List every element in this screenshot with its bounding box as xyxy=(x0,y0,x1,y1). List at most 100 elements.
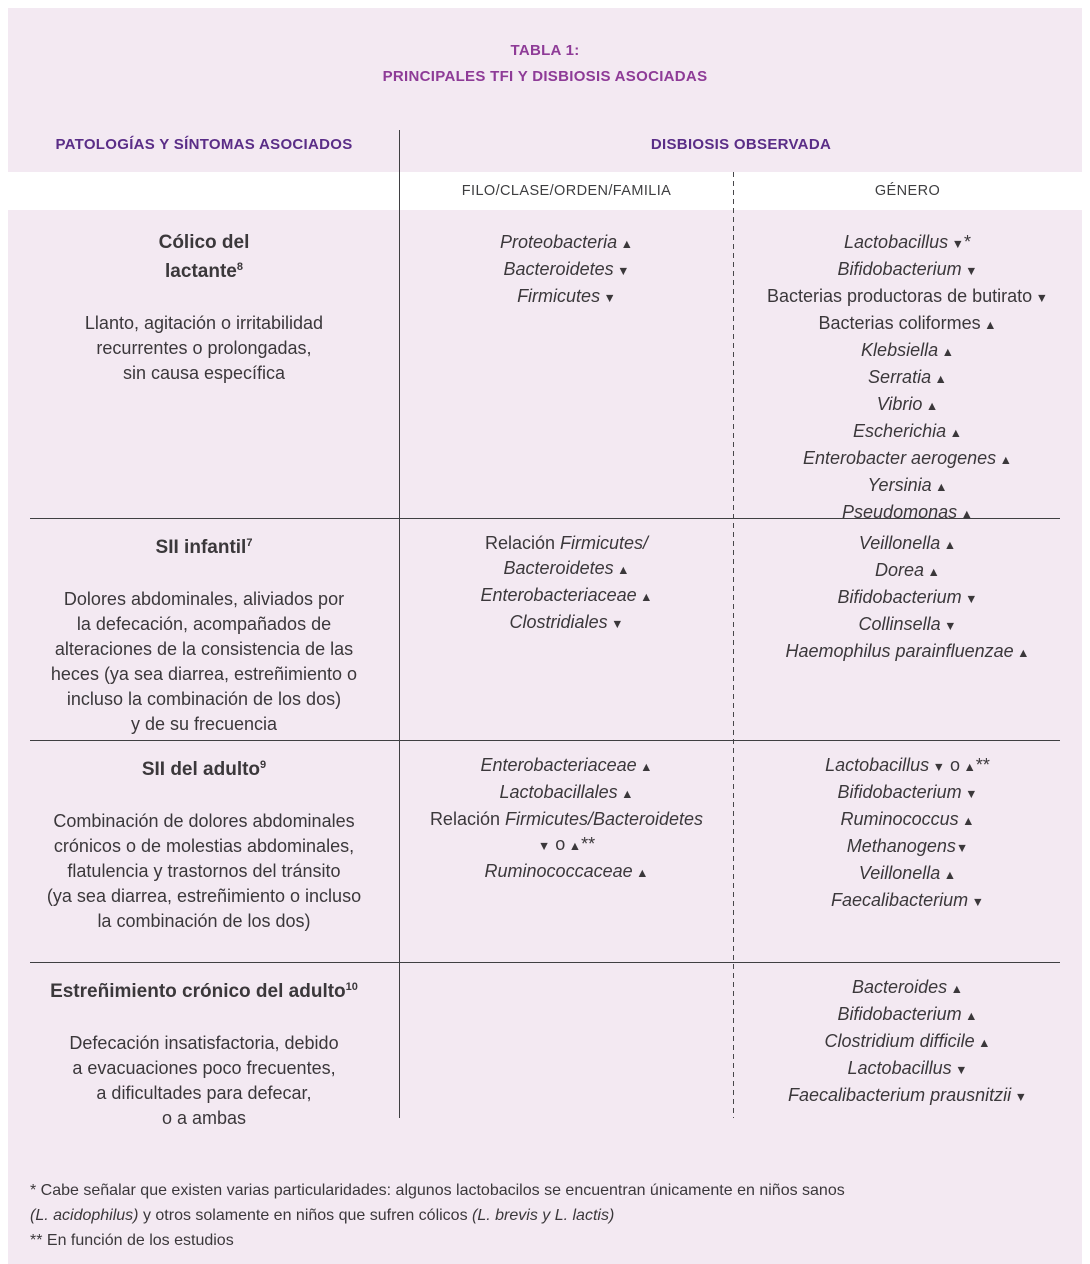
footnote-line: ** En función de los estudios xyxy=(30,1228,1060,1253)
text-segment: Firmicutes/Bacteroidetes xyxy=(504,809,704,829)
text-segment: o xyxy=(550,834,566,854)
taxon-line: Bifidobacterium ▼ xyxy=(743,257,1072,284)
increase-marker-icon: ▲ xyxy=(632,866,649,880)
column-header-pathologies: PATOLOGÍAS Y SÍNTOMAS ASOCIADOS xyxy=(55,136,353,153)
increase-marker-icon: ▲ xyxy=(636,590,653,604)
text-segment: Relación xyxy=(429,809,505,829)
text-segment: Lactobacillus xyxy=(825,755,930,775)
pathology-title: SII del adulto9 xyxy=(18,753,390,782)
taxon-line: Bacteroidetes ▲ xyxy=(410,556,723,583)
decrease-marker-icon: ▼ xyxy=(968,895,984,909)
taxon-line: Bacterias coliformes ▲ xyxy=(743,311,1072,338)
text-segment: Clostridiales xyxy=(509,612,608,632)
row-separator-line xyxy=(30,962,1060,963)
text-segment: Bifidobacterium xyxy=(837,587,962,607)
family-cell: Enterobacteriaceae ▲ Lactobacillales ▲ Rel… xyxy=(400,740,733,962)
text-segment: Cólico del xyxy=(158,232,250,253)
text-segment: 9 xyxy=(260,759,267,771)
taxon-line: Bifidobacterium ▲ xyxy=(743,1002,1072,1029)
text-segment: lactante xyxy=(165,261,237,282)
increase-marker-icon: ▲ xyxy=(947,982,963,996)
text-segment: Bacteroidetes xyxy=(503,558,614,578)
subcolumn-header-family: FILO/CLASE/ORDEN/FAMILIA xyxy=(461,183,672,199)
genus-cell: Lactobacillus ▼* Bifidobacterium ▼ Bacteri… xyxy=(733,210,1082,527)
increase-marker-icon: ▲ xyxy=(946,426,962,440)
pathology-cell: SII del adulto9 Combinación de dolores ab… xyxy=(8,740,400,962)
family-cell xyxy=(400,962,733,1176)
text-segment: Ruminococcus xyxy=(840,809,959,829)
pathology-title-line: SII del adulto9 xyxy=(18,753,390,782)
table-title: TABLA 1: PRINCIPALES TFI Y DISBIOSIS ASO… xyxy=(8,38,1082,90)
decrease-marker-icon: ▼ xyxy=(948,237,964,251)
taxon-line: Bifidobacterium ▼ xyxy=(743,585,1072,612)
increase-marker-icon: ▲ xyxy=(940,868,957,882)
text-segment: 8 xyxy=(236,261,243,273)
taxon-line: Lactobacillus ▼* xyxy=(743,230,1072,257)
text-segment: ** xyxy=(581,834,596,854)
text-segment: Haemophilus parainfluenzae xyxy=(785,641,1014,661)
text-segment: (L. acidophilus) xyxy=(30,1207,139,1224)
text-segment: o xyxy=(945,755,961,775)
taxon-line: Vibrio ▲ xyxy=(743,392,1072,419)
text-segment: Bifidobacterium xyxy=(837,259,962,279)
text-segment: Bacteroides xyxy=(852,977,948,997)
text-segment: Faecalibacterium xyxy=(831,890,969,910)
text-segment: Enterobacter aerogenes xyxy=(803,448,997,468)
pathology-title-line: lactante8 xyxy=(18,255,390,284)
text-segment: Bacteroidetes xyxy=(503,259,614,279)
taxon-line: ▼ o ▲** xyxy=(410,832,723,859)
taxon-line: Ruminococcaceae ▲ xyxy=(410,859,723,886)
text-segment: Bacterias productoras de butirato xyxy=(766,286,1033,306)
taxon-line: Veillonella ▲ xyxy=(743,531,1072,558)
increase-marker-icon: ▲ xyxy=(938,345,954,359)
decrease-marker-icon: ▼ xyxy=(537,839,551,853)
pathology-title-line: SII infantil7 xyxy=(18,531,390,560)
increase-marker-icon: ▲ xyxy=(940,538,957,552)
text-segment: Faecalibacterium prausnitzii xyxy=(788,1085,1012,1105)
pathology-title-line: Estreñimiento crónico del adulto10 xyxy=(18,975,390,1004)
genus-cell: Bacteroides ▲ Bifidobacterium ▲ Clostridiu… xyxy=(733,962,1082,1176)
increase-marker-icon: ▲ xyxy=(958,814,975,828)
text-segment: 10 xyxy=(345,981,358,993)
text-segment: * xyxy=(963,232,971,252)
table-row: SII infantil7 Dolores abdominales, alivia… xyxy=(8,518,1082,740)
text-segment: Bifidobacterium xyxy=(837,1004,962,1024)
text-segment: Bifidobacterium xyxy=(837,782,962,802)
pathology-description: Dolores abdominales, aliviados por la de… xyxy=(50,589,358,734)
taxon-line: Faecalibacterium prausnitzii ▼ xyxy=(743,1083,1072,1110)
pathology-description: Defecación insatisfactoria, debido a eva… xyxy=(69,1033,339,1128)
table-row: SII del adulto9 Combinación de dolores ab… xyxy=(8,740,1082,962)
increase-marker-icon: ▲ xyxy=(931,480,948,494)
increase-marker-icon: ▲ xyxy=(613,563,630,577)
taxon-line: Klebsiella ▲ xyxy=(743,338,1072,365)
increase-marker-icon: ▲ xyxy=(996,453,1012,467)
text-segment: Firmicutes/ xyxy=(560,533,649,553)
text-segment: Yersinia xyxy=(867,475,932,495)
taxon-line: Lactobacillus ▼ o ▲** xyxy=(743,753,1072,780)
decrease-marker-icon: ▼ xyxy=(1011,1090,1027,1104)
text-segment: (L. brevis y L. lactis) xyxy=(472,1207,615,1224)
taxon-line: Bacterias productoras de butirato ▼ xyxy=(743,284,1072,311)
taxon-line: Firmicutes ▼ xyxy=(410,284,723,311)
taxon-line: Haemophilus parainfluenzae ▲ xyxy=(743,639,1072,666)
text-segment: Methanogens xyxy=(846,836,956,856)
decrease-marker-icon: ▼ xyxy=(929,760,946,774)
pathology-description: Combinación de dolores abdominales cróni… xyxy=(46,811,362,931)
increase-marker-icon: ▲ xyxy=(922,399,939,413)
taxon-line: Dorea ▲ xyxy=(743,558,1072,585)
pathology-description: Llanto, agitación o irritabilidad recurr… xyxy=(84,313,324,383)
taxon-line: Bacteroidetes ▼ xyxy=(410,257,723,284)
text-segment: Clostridium difficile xyxy=(824,1031,975,1051)
taxon-line: Pseudomonas ▲ xyxy=(743,500,1072,527)
text-segment: Pseudomonas xyxy=(842,502,958,522)
text-segment: Escherichia xyxy=(853,421,947,441)
decrease-marker-icon: ▼ xyxy=(961,592,978,606)
text-segment: * Cabe señalar que existen varias partic… xyxy=(30,1182,845,1199)
taxon-line: Relación Firmicutes/Bacteroidetes xyxy=(410,807,723,832)
taxon-line: Enterobacteriaceae ▲ xyxy=(410,753,723,780)
pathology-title: Cólico del lactante8 xyxy=(18,230,390,284)
taxon-line: Enterobacteriaceae ▲ xyxy=(410,583,723,610)
taxon-line: Collinsella ▼ xyxy=(743,612,1072,639)
text-segment: Enterobacteriaceae xyxy=(480,755,637,775)
